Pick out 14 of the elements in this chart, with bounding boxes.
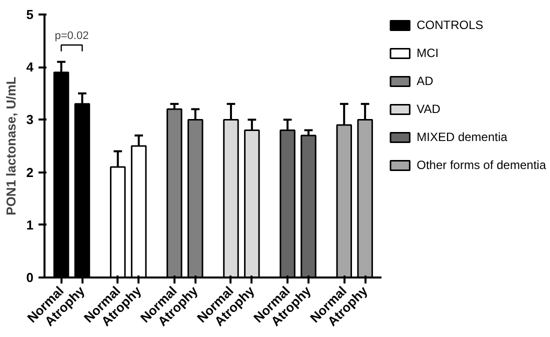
legend-label: MIXED dementia	[416, 130, 508, 144]
legend-label: VAD	[416, 102, 440, 116]
y-axis-title: PON1 lactonase, U/mL	[3, 76, 18, 216]
legend-label: Other forms of dementia	[416, 158, 546, 172]
y-tick-label: 5	[26, 7, 34, 22]
legend-label: CONTROLS	[416, 18, 484, 32]
y-tick-label: 0	[26, 270, 34, 285]
y-tick-label: 4	[26, 60, 34, 75]
annotation: p=0.02	[54, 30, 89, 42]
y-tick-label: 3	[26, 112, 34, 128]
legend-label: AD	[416, 74, 434, 88]
y-tick-label: 2	[26, 164, 34, 180]
legend-label: MCI	[416, 46, 439, 60]
y-tick-label: 1	[26, 217, 34, 232]
